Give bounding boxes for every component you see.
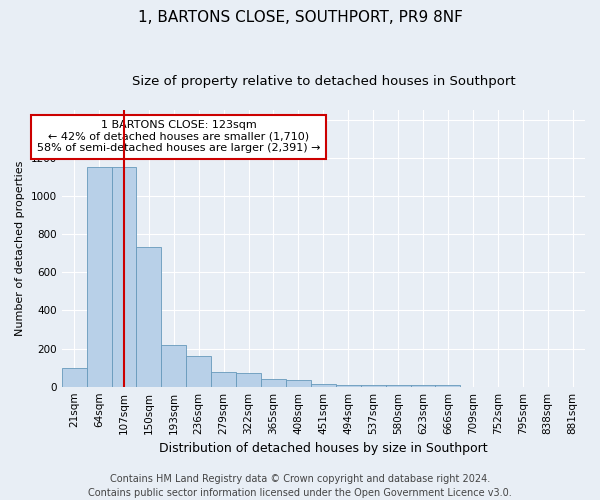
Bar: [436, 385, 460, 386]
Bar: [410, 385, 436, 386]
Bar: [62, 368, 86, 386]
Bar: [86, 167, 112, 386]
Text: 1, BARTONS CLOSE, SOUTHPORT, PR9 8NF: 1, BARTONS CLOSE, SOUTHPORT, PR9 8NF: [137, 10, 463, 25]
Bar: [136, 248, 161, 386]
Bar: [161, 344, 186, 387]
Y-axis label: Number of detached properties: Number of detached properties: [15, 160, 25, 336]
Bar: [236, 374, 261, 386]
X-axis label: Distribution of detached houses by size in Southport: Distribution of detached houses by size …: [159, 442, 488, 455]
Bar: [261, 379, 286, 386]
Bar: [286, 380, 311, 386]
Bar: [186, 356, 211, 386]
Bar: [311, 384, 336, 386]
Bar: [112, 167, 136, 386]
Title: Size of property relative to detached houses in Southport: Size of property relative to detached ho…: [131, 75, 515, 88]
Bar: [361, 385, 386, 386]
Bar: [211, 372, 236, 386]
Bar: [386, 385, 410, 386]
Text: Contains HM Land Registry data © Crown copyright and database right 2024.
Contai: Contains HM Land Registry data © Crown c…: [88, 474, 512, 498]
Bar: [336, 385, 361, 386]
Text: 1 BARTONS CLOSE: 123sqm
← 42% of detached houses are smaller (1,710)
58% of semi: 1 BARTONS CLOSE: 123sqm ← 42% of detache…: [37, 120, 320, 154]
